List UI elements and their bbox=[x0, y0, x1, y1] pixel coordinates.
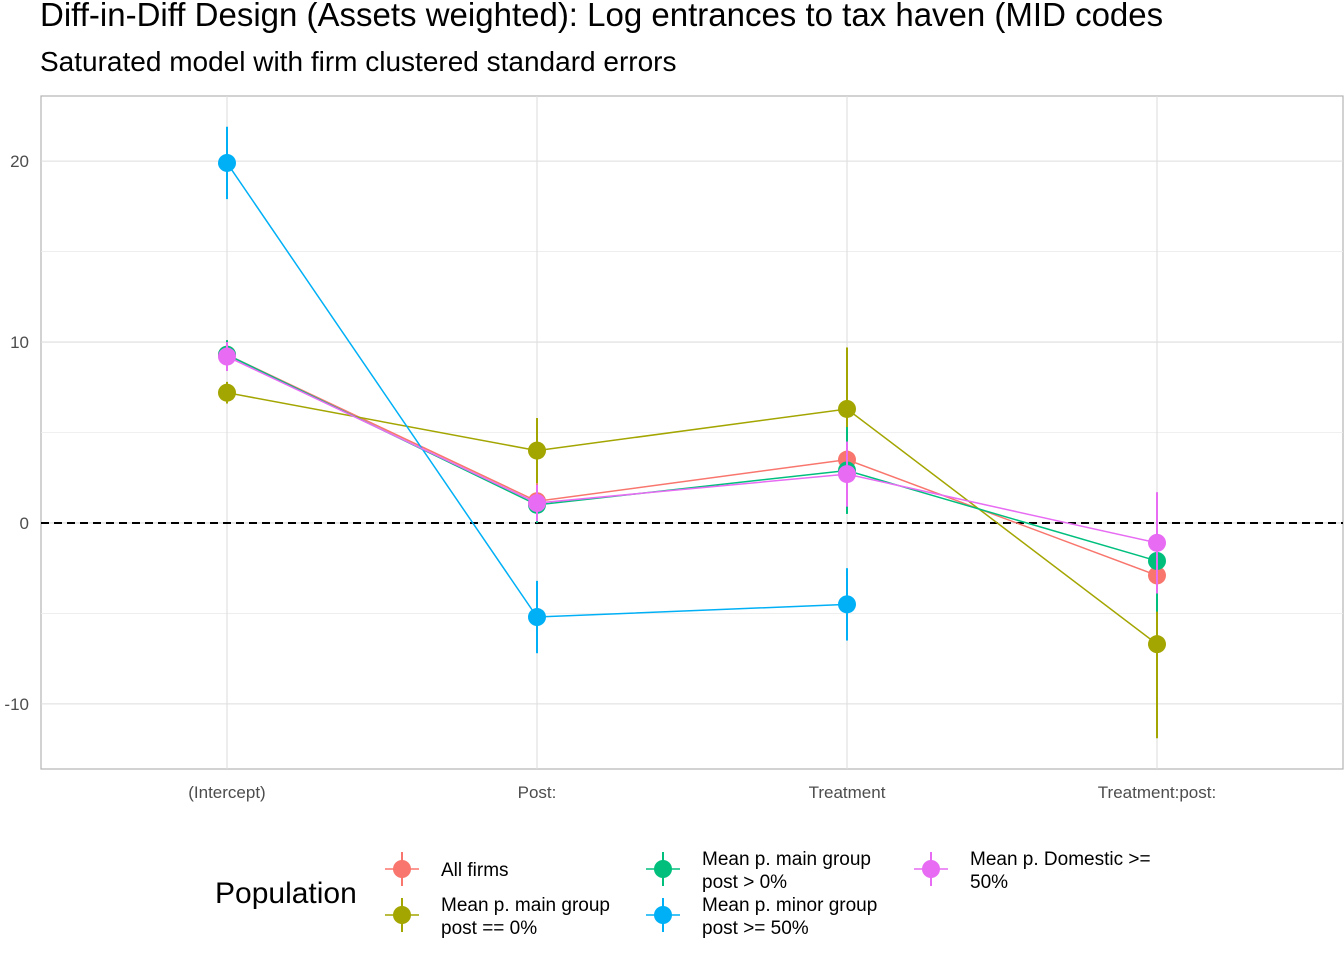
data-point bbox=[838, 399, 856, 418]
legend-key-point bbox=[393, 906, 411, 924]
legend-label: Mean p. main group post == 0% bbox=[441, 895, 610, 939]
legend-label-line: post > 0% bbox=[702, 872, 787, 893]
series-2 bbox=[218, 347, 1166, 739]
data-point bbox=[1148, 635, 1166, 654]
legend-label-line: Mean p. main group bbox=[702, 849, 871, 870]
series-layer bbox=[218, 126, 1166, 739]
legend-label: Mean p. Domestic >= 50% bbox=[970, 849, 1151, 893]
series-1 bbox=[218, 340, 1166, 599]
legend-label: Mean p. minor group post >= 50% bbox=[702, 895, 877, 939]
legend-title: Population bbox=[215, 877, 357, 910]
series-3 bbox=[218, 340, 1166, 612]
grid bbox=[41, 96, 1343, 769]
y-tick-label: 10 bbox=[10, 333, 29, 352]
series-4 bbox=[218, 126, 856, 654]
data-point bbox=[838, 465, 856, 484]
legend-label: Mean p. main group post > 0% bbox=[702, 849, 871, 893]
legend-label-line: post >= 50% bbox=[702, 918, 809, 939]
legend-label-line: 50% bbox=[970, 872, 1008, 893]
data-point bbox=[218, 347, 236, 366]
data-point bbox=[218, 383, 236, 402]
series-5 bbox=[218, 342, 1166, 594]
legend-key-point bbox=[654, 906, 672, 924]
legend-key-point bbox=[393, 860, 411, 878]
legend-item-5: Mean p. Domestic >= 50% bbox=[914, 849, 1151, 893]
legend-item-3: Mean p. main group post > 0% bbox=[646, 849, 871, 893]
x-tick-label: Post: bbox=[518, 783, 557, 802]
x-tick-label: (Intercept) bbox=[188, 783, 265, 802]
y-tick-label: 0 bbox=[20, 514, 29, 533]
series-line bbox=[226, 354, 1158, 577]
axes: -10 0 10 20 (Intercept) Post: Treatment Treatme… bbox=[4, 152, 1343, 802]
legend-item-2: Mean p. main group post == 0% bbox=[385, 895, 610, 939]
series-line bbox=[226, 354, 1158, 562]
data-point bbox=[528, 441, 546, 460]
chart-title: Diff-in-Diff Design (Assets weighted): L… bbox=[40, 0, 1164, 33]
x-tick-label: Treatment bbox=[809, 783, 886, 802]
legend-label-line: post == 0% bbox=[441, 918, 537, 939]
legend-label-line: All firms bbox=[441, 860, 509, 881]
legend-item-1: All firms bbox=[385, 852, 509, 886]
data-point bbox=[528, 494, 546, 513]
chart-subtitle: Saturated model with firm clustered stan… bbox=[40, 46, 677, 77]
legend-label-line: Mean p. main group bbox=[441, 895, 610, 916]
legend-label: All firms bbox=[441, 860, 509, 881]
legend-item-4: Mean p. minor group post >= 50% bbox=[646, 895, 877, 939]
data-point bbox=[838, 595, 856, 614]
x-tick-label: Treatment:post: bbox=[1098, 783, 1216, 802]
legend-key-point bbox=[922, 860, 940, 878]
y-tick-label: 20 bbox=[10, 152, 29, 171]
legend-label-line: Mean p. minor group bbox=[702, 895, 877, 916]
data-point bbox=[218, 153, 236, 172]
data-point bbox=[528, 608, 546, 627]
data-point bbox=[1148, 533, 1166, 552]
legend-label-line: Mean p. Domestic >= bbox=[970, 849, 1151, 870]
legend-key-point bbox=[654, 860, 672, 878]
series-line bbox=[226, 355, 1158, 544]
series-line bbox=[226, 391, 1158, 645]
y-tick-label: -10 bbox=[4, 695, 29, 714]
